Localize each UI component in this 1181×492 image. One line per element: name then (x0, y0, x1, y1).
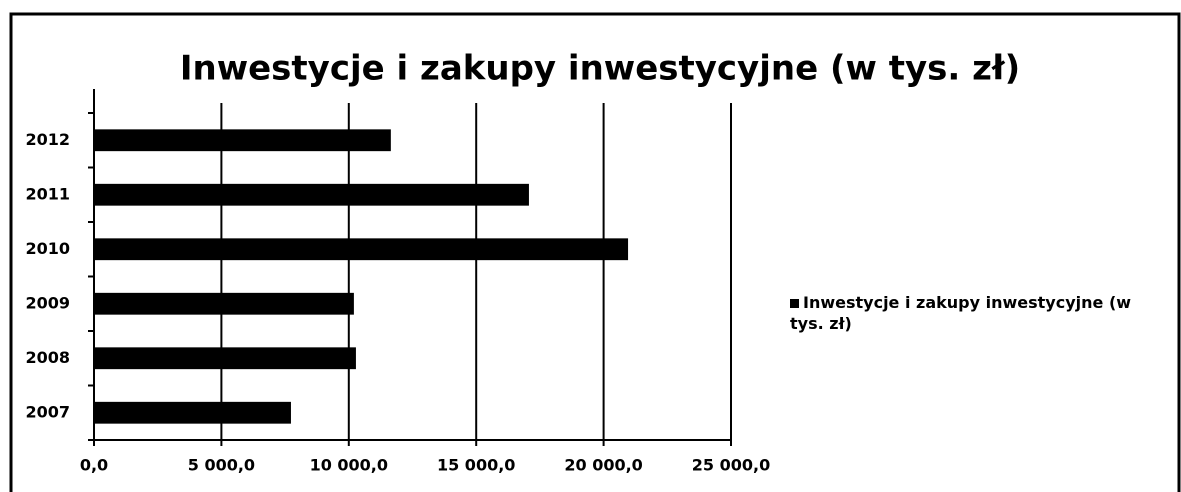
bar (94, 183, 529, 206)
x-tick-label: 15 000,0 (437, 456, 515, 475)
x-tick-label: 25 000,0 (692, 456, 770, 475)
bar (94, 129, 391, 152)
y-tick-label: 2011 (25, 184, 70, 203)
bar (94, 347, 356, 370)
x-tick-label: 10 000,0 (310, 456, 388, 475)
bar (94, 401, 291, 424)
x-tick-label: 5 000,0 (188, 456, 255, 475)
chart-frame (9, 12, 1181, 492)
x-tick-label: 20 000,0 (564, 456, 642, 475)
bar (94, 292, 354, 315)
y-tick-label: 2008 (25, 348, 70, 367)
bar (94, 238, 629, 261)
y-tick-label: 2007 (25, 402, 70, 421)
legend-label: Inwestycje i zakupy inwestycyjne (w tys.… (790, 293, 1132, 333)
x-tick-label: 0,0 (80, 456, 108, 475)
legend: Inwestycje i zakupy inwestycyjne (w tys.… (790, 292, 1170, 334)
y-tick-label: 2009 (25, 293, 70, 312)
legend-swatch (790, 299, 799, 308)
y-tick-label: 2010 (25, 239, 70, 258)
chart-title: Inwestycje i zakupy inwestycyjne (w tys.… (180, 49, 1020, 89)
y-tick-label: 2012 (25, 130, 70, 149)
